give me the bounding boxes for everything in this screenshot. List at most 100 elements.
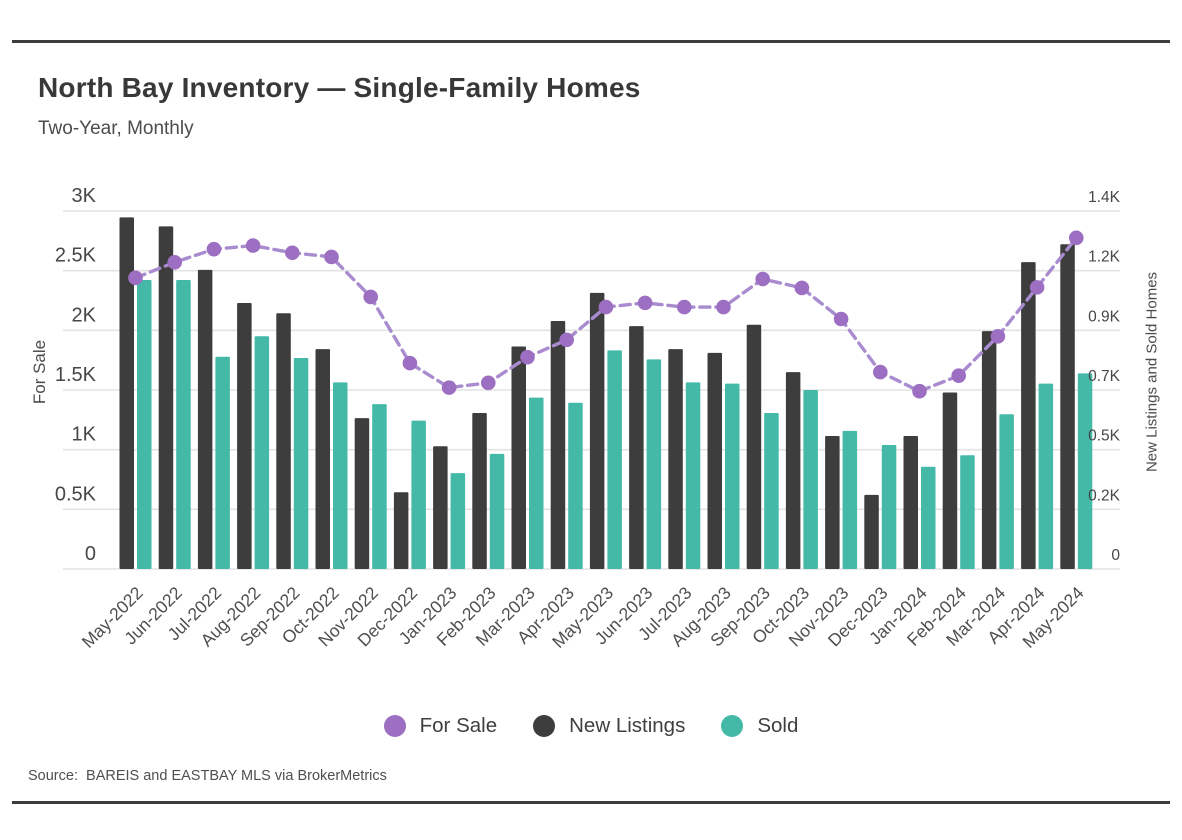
legend-label-sold: Sold: [757, 714, 799, 737]
chart-plot: 0 0.5K 1K 1.5K 2K 2.5K 3K 0 0.2K 0.5K 0.7K 0.9K 1.2K…: [55, 185, 1121, 652]
bar-sold: [607, 350, 622, 569]
bar-sold: [1077, 373, 1093, 569]
left-axis-tick-label: 0.5K: [55, 483, 97, 505]
for-sale-dot: [441, 380, 457, 395]
for-sale-dot: [990, 329, 1006, 344]
bar-new-listings: [158, 226, 174, 569]
left-axis-tick-label: 0: [85, 543, 96, 565]
for-sale-dot: [912, 383, 927, 399]
bar-new-listings: [629, 326, 644, 569]
right-axis-tick-label: 1.4K: [1088, 189, 1121, 206]
for-sale-dot: [520, 349, 535, 365]
sold-swatch-icon: [721, 715, 744, 737]
bar-sold: [803, 390, 818, 569]
for-sale-dot: [1029, 280, 1045, 295]
left-axis-tick-label: 2.5K: [55, 245, 97, 267]
left-axis-tick-label: 1K: [72, 424, 97, 446]
legend: For Sale New Listings Sold: [0, 702, 1182, 750]
bottom-rule: [12, 801, 1170, 804]
for-sale-dot: [481, 375, 496, 391]
bar-sold: [881, 444, 897, 569]
for-sale-dot: [285, 245, 300, 261]
bar-sold: [529, 397, 544, 569]
bar-sold: [489, 453, 505, 569]
legend-label-for-sale: For Sale: [419, 714, 498, 737]
bar-sold: [176, 280, 191, 569]
for-sale-dot: [833, 311, 849, 327]
bar-sold: [921, 466, 936, 569]
bar-new-listings: [472, 413, 487, 569]
for-sale-dot: [716, 299, 731, 315]
for-sale-dot: [598, 299, 614, 315]
bar-new-listings: [511, 346, 526, 569]
for-sale-swatch-icon: [383, 715, 406, 737]
bar-new-listings: [119, 217, 134, 569]
for-sale-dot: [755, 271, 770, 287]
bar-sold: [1038, 383, 1054, 569]
bar-sold: [137, 280, 152, 569]
source-note: Source: BAREIS and EASTBAY MLS via Broke…: [28, 768, 387, 784]
bar-new-listings: [197, 269, 213, 569]
for-sale-dot: [245, 238, 261, 253]
legend-item-for-sale: For Sale: [383, 714, 498, 738]
bar-new-listings: [668, 349, 683, 569]
for-sale-dot: [206, 241, 222, 257]
right-axis-tick-label: 0.2K: [1088, 487, 1121, 504]
bar-new-listings: [276, 313, 291, 569]
top-rule: [12, 40, 1170, 43]
right-axis-tick-label: 0: [1111, 547, 1120, 564]
for-sale-dot: [402, 355, 418, 371]
bar-sold: [685, 382, 701, 569]
bar-sold: [254, 336, 270, 569]
chart-title: North Bay Inventory — Single-Family Home…: [38, 72, 641, 103]
bar-new-listings: [354, 418, 370, 569]
bar-new-listings: [393, 492, 409, 569]
chart-subtitle: Two-Year, Monthly: [38, 118, 194, 139]
bar-new-listings: [746, 324, 762, 569]
bar-sold: [842, 430, 858, 569]
bar-new-listings: [707, 352, 722, 569]
bar-new-listings: [433, 446, 448, 569]
right-axis-tick-label: 0.7K: [1088, 368, 1121, 385]
for-sale-dot: [951, 368, 966, 383]
bar-new-listings: [1021, 262, 1036, 569]
bar-new-listings: [903, 436, 918, 569]
bar-new-listings: [1060, 244, 1075, 569]
bar-sold: [999, 414, 1014, 569]
bar-sold: [646, 359, 662, 569]
right-axis-tick-label: 1.2K: [1088, 249, 1121, 266]
legend-item-sold: Sold: [721, 714, 798, 738]
bar-new-listings: [237, 303, 252, 569]
for-sale-dot: [873, 364, 888, 380]
bar-new-listings: [589, 292, 605, 569]
for-sale-dot: [677, 299, 692, 315]
bar-sold: [411, 420, 426, 569]
bar-new-listings: [825, 436, 840, 569]
bar-sold: [960, 455, 975, 569]
bar-sold: [333, 382, 348, 569]
left-axis-tick-label: 1.5K: [55, 364, 97, 386]
left-axis-tick-label: 2K: [72, 304, 97, 326]
for-sale-dot: [637, 295, 653, 311]
bar-sold: [764, 413, 779, 569]
right-axis-tick-label: 0.9K: [1088, 308, 1121, 325]
bar-sold: [215, 356, 230, 569]
for-sale-dot: [324, 249, 339, 265]
right-axis-tick-label: 0.5K: [1088, 428, 1121, 445]
left-axis-tick-label: 3K: [72, 185, 97, 207]
for-sale-dot: [167, 255, 182, 270]
new-listings-swatch-icon: [533, 715, 556, 737]
legend-item-new-listings: New Listings: [533, 714, 685, 738]
bar-new-listings: [785, 372, 801, 569]
for-sale-dot: [128, 270, 143, 286]
for-sale-dot: [1069, 230, 1084, 246]
bar-new-listings: [864, 494, 879, 569]
bar-new-listings: [981, 331, 997, 569]
bar-sold: [372, 404, 387, 569]
bar-sold: [293, 358, 309, 569]
bar-new-listings: [315, 349, 330, 569]
bar-sold: [450, 473, 466, 569]
legend-label-new-listings: New Listings: [569, 714, 686, 737]
bar-new-listings: [942, 392, 958, 569]
